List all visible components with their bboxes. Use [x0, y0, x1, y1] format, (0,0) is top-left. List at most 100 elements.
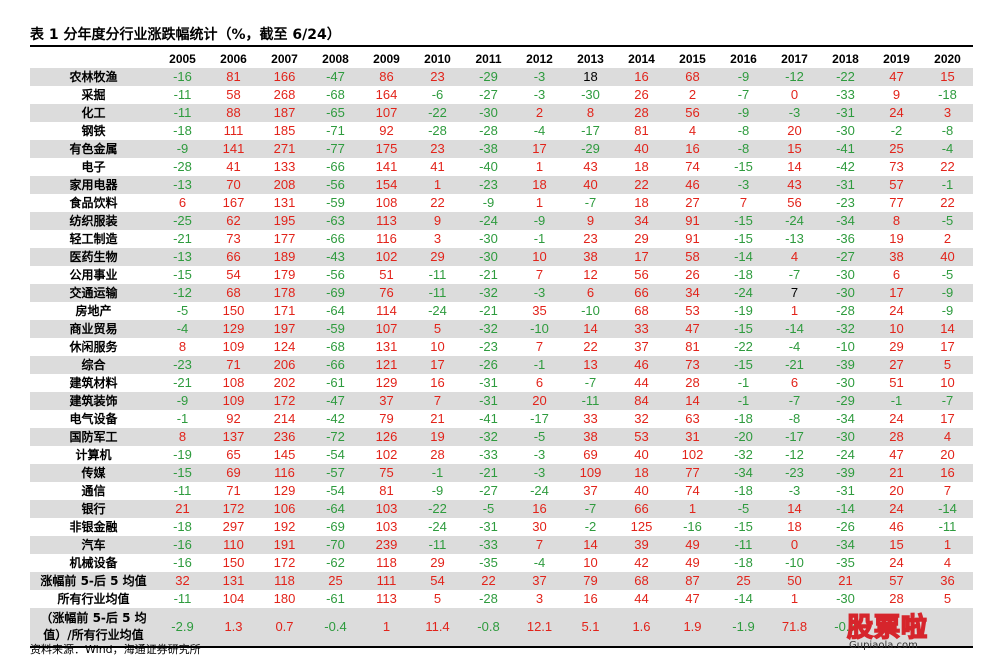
table-cell: 109: [565, 464, 616, 482]
table-cell: -27: [463, 482, 514, 500]
table-cell: 7: [412, 392, 463, 410]
table-cell: 53: [616, 428, 667, 446]
table-cell: 86: [361, 68, 412, 86]
table-cell: -11: [157, 482, 208, 500]
table-cell: -28: [463, 122, 514, 140]
column-header-year: 2020: [934, 52, 961, 66]
table-cell: -65: [310, 104, 361, 122]
table-cell: 124: [259, 338, 310, 356]
table-cell: -17: [769, 428, 820, 446]
table-cell: -4: [922, 140, 973, 158]
table-cell: 129: [259, 482, 310, 500]
table-cell: 7: [718, 194, 769, 212]
column-header-year: 2016: [730, 52, 757, 66]
row-label: 化工: [30, 104, 157, 122]
table-cell: -27: [463, 86, 514, 104]
table-cell: -4: [157, 320, 208, 338]
table-cell: 47: [871, 446, 922, 464]
table-cell: 51: [871, 374, 922, 392]
table-cell: -68: [310, 86, 361, 104]
table-row: 通信 -11 71 129 -54 81 -9 -27 -24 37 40 74 -18 -3 -31 20 7: [30, 482, 973, 500]
table-row: 建筑材料 -21 108 202 -61 129 16 -31 6 -7 44 28 -1 6 -30 51 1…: [30, 374, 973, 392]
row-label: 通信: [30, 482, 157, 500]
table-cell: -14: [922, 500, 973, 518]
table-cell: 22: [922, 158, 973, 176]
table-cell: 34: [616, 212, 667, 230]
table-cell: 177: [259, 230, 310, 248]
table-cell: 5: [922, 590, 973, 608]
table-cell: 16: [412, 374, 463, 392]
table-cell: -9: [514, 212, 565, 230]
row-label: 医药生物: [30, 248, 157, 266]
row-label: 传媒: [30, 464, 157, 482]
table-cell: 14: [565, 320, 616, 338]
table-cell: 33: [565, 410, 616, 428]
table-header: 2005 2006 2007 2008 2009 2010 2011 2012 2013 2014…: [30, 51, 973, 68]
table-title: 表 1 分年度分行业涨跌幅统计（%，截至 6/24）: [30, 27, 341, 43]
table-cell: -8: [922, 122, 973, 140]
table-cell: 69: [565, 446, 616, 464]
row-label: 建筑装饰: [30, 392, 157, 410]
table-cell: 131: [361, 338, 412, 356]
table-cell: -28: [412, 122, 463, 140]
row-label: 纺织服装: [30, 212, 157, 230]
table-row: 所有行业均值 -11 104 180 -61 113 5 -28 3 16 44 47 -14 1 -30 2…: [30, 590, 973, 608]
table-cell: 10: [871, 320, 922, 338]
table-cell: 150: [208, 302, 259, 320]
table-cell: -19: [718, 302, 769, 320]
table-cell: 36: [922, 572, 973, 590]
column-header-year: 2018: [832, 52, 859, 66]
table-cell: 47: [871, 68, 922, 86]
table-cell: 18: [616, 194, 667, 212]
table-cell: 208: [259, 176, 310, 194]
table-cell: 28: [871, 428, 922, 446]
table-cell: 172: [208, 500, 259, 518]
table-cell: -23: [463, 176, 514, 194]
table-cell: 4: [667, 122, 718, 140]
table-cell: 9: [565, 212, 616, 230]
table-cell: 5: [412, 320, 463, 338]
table-cell: -42: [820, 158, 871, 176]
table-row: 涨幅前 5-后 5 均值 32 131 118 25 111 54 22 37 79 68 87 25 5…: [30, 572, 973, 590]
table-cell: 21: [871, 464, 922, 482]
table-cell: 37: [361, 392, 412, 410]
table-cell: -13: [769, 230, 820, 248]
table-cell: 54: [208, 266, 259, 284]
table-cell: 56: [769, 194, 820, 212]
table-cell: -26: [820, 518, 871, 536]
table-cell: 81: [208, 68, 259, 86]
table-cell: -22: [412, 500, 463, 518]
table-cell: -11: [922, 518, 973, 536]
table-cell: 195: [259, 212, 310, 230]
table-cell: 49: [667, 536, 718, 554]
table-cell: -18: [157, 122, 208, 140]
table-cell: -26: [463, 356, 514, 374]
table-cell: 53: [667, 302, 718, 320]
table-cell: -30: [463, 230, 514, 248]
table-cell: 150: [208, 554, 259, 572]
table-cell: -21: [157, 374, 208, 392]
table-cell: 24: [871, 554, 922, 572]
table-cell: -0.8: [463, 608, 514, 648]
table-cell: -32: [820, 320, 871, 338]
table-cell: 79: [565, 572, 616, 590]
table-cell: 9: [412, 212, 463, 230]
table-cell: -47: [310, 68, 361, 86]
table-cell: -18: [718, 554, 769, 572]
table-cell: 4: [922, 554, 973, 572]
table-cell: 164: [361, 86, 412, 104]
table-cell: 74: [667, 482, 718, 500]
table-cell: 172: [259, 554, 310, 572]
table-cell: -59: [310, 320, 361, 338]
table-cell: 197: [259, 320, 310, 338]
table-cell: 20: [769, 122, 820, 140]
table-cell: -29: [820, 392, 871, 410]
table-cell: 111: [361, 572, 412, 590]
table-cell: 81: [616, 122, 667, 140]
table-cell: -14: [718, 590, 769, 608]
table-cell: -27: [820, 248, 871, 266]
column-header-year: 2006: [220, 52, 247, 66]
table-cell: 73: [208, 230, 259, 248]
table-cell: 15: [871, 536, 922, 554]
industry-returns-table: 2005 2006 2007 2008 2009 2010 2011 2012 2013 2014…: [30, 51, 973, 648]
